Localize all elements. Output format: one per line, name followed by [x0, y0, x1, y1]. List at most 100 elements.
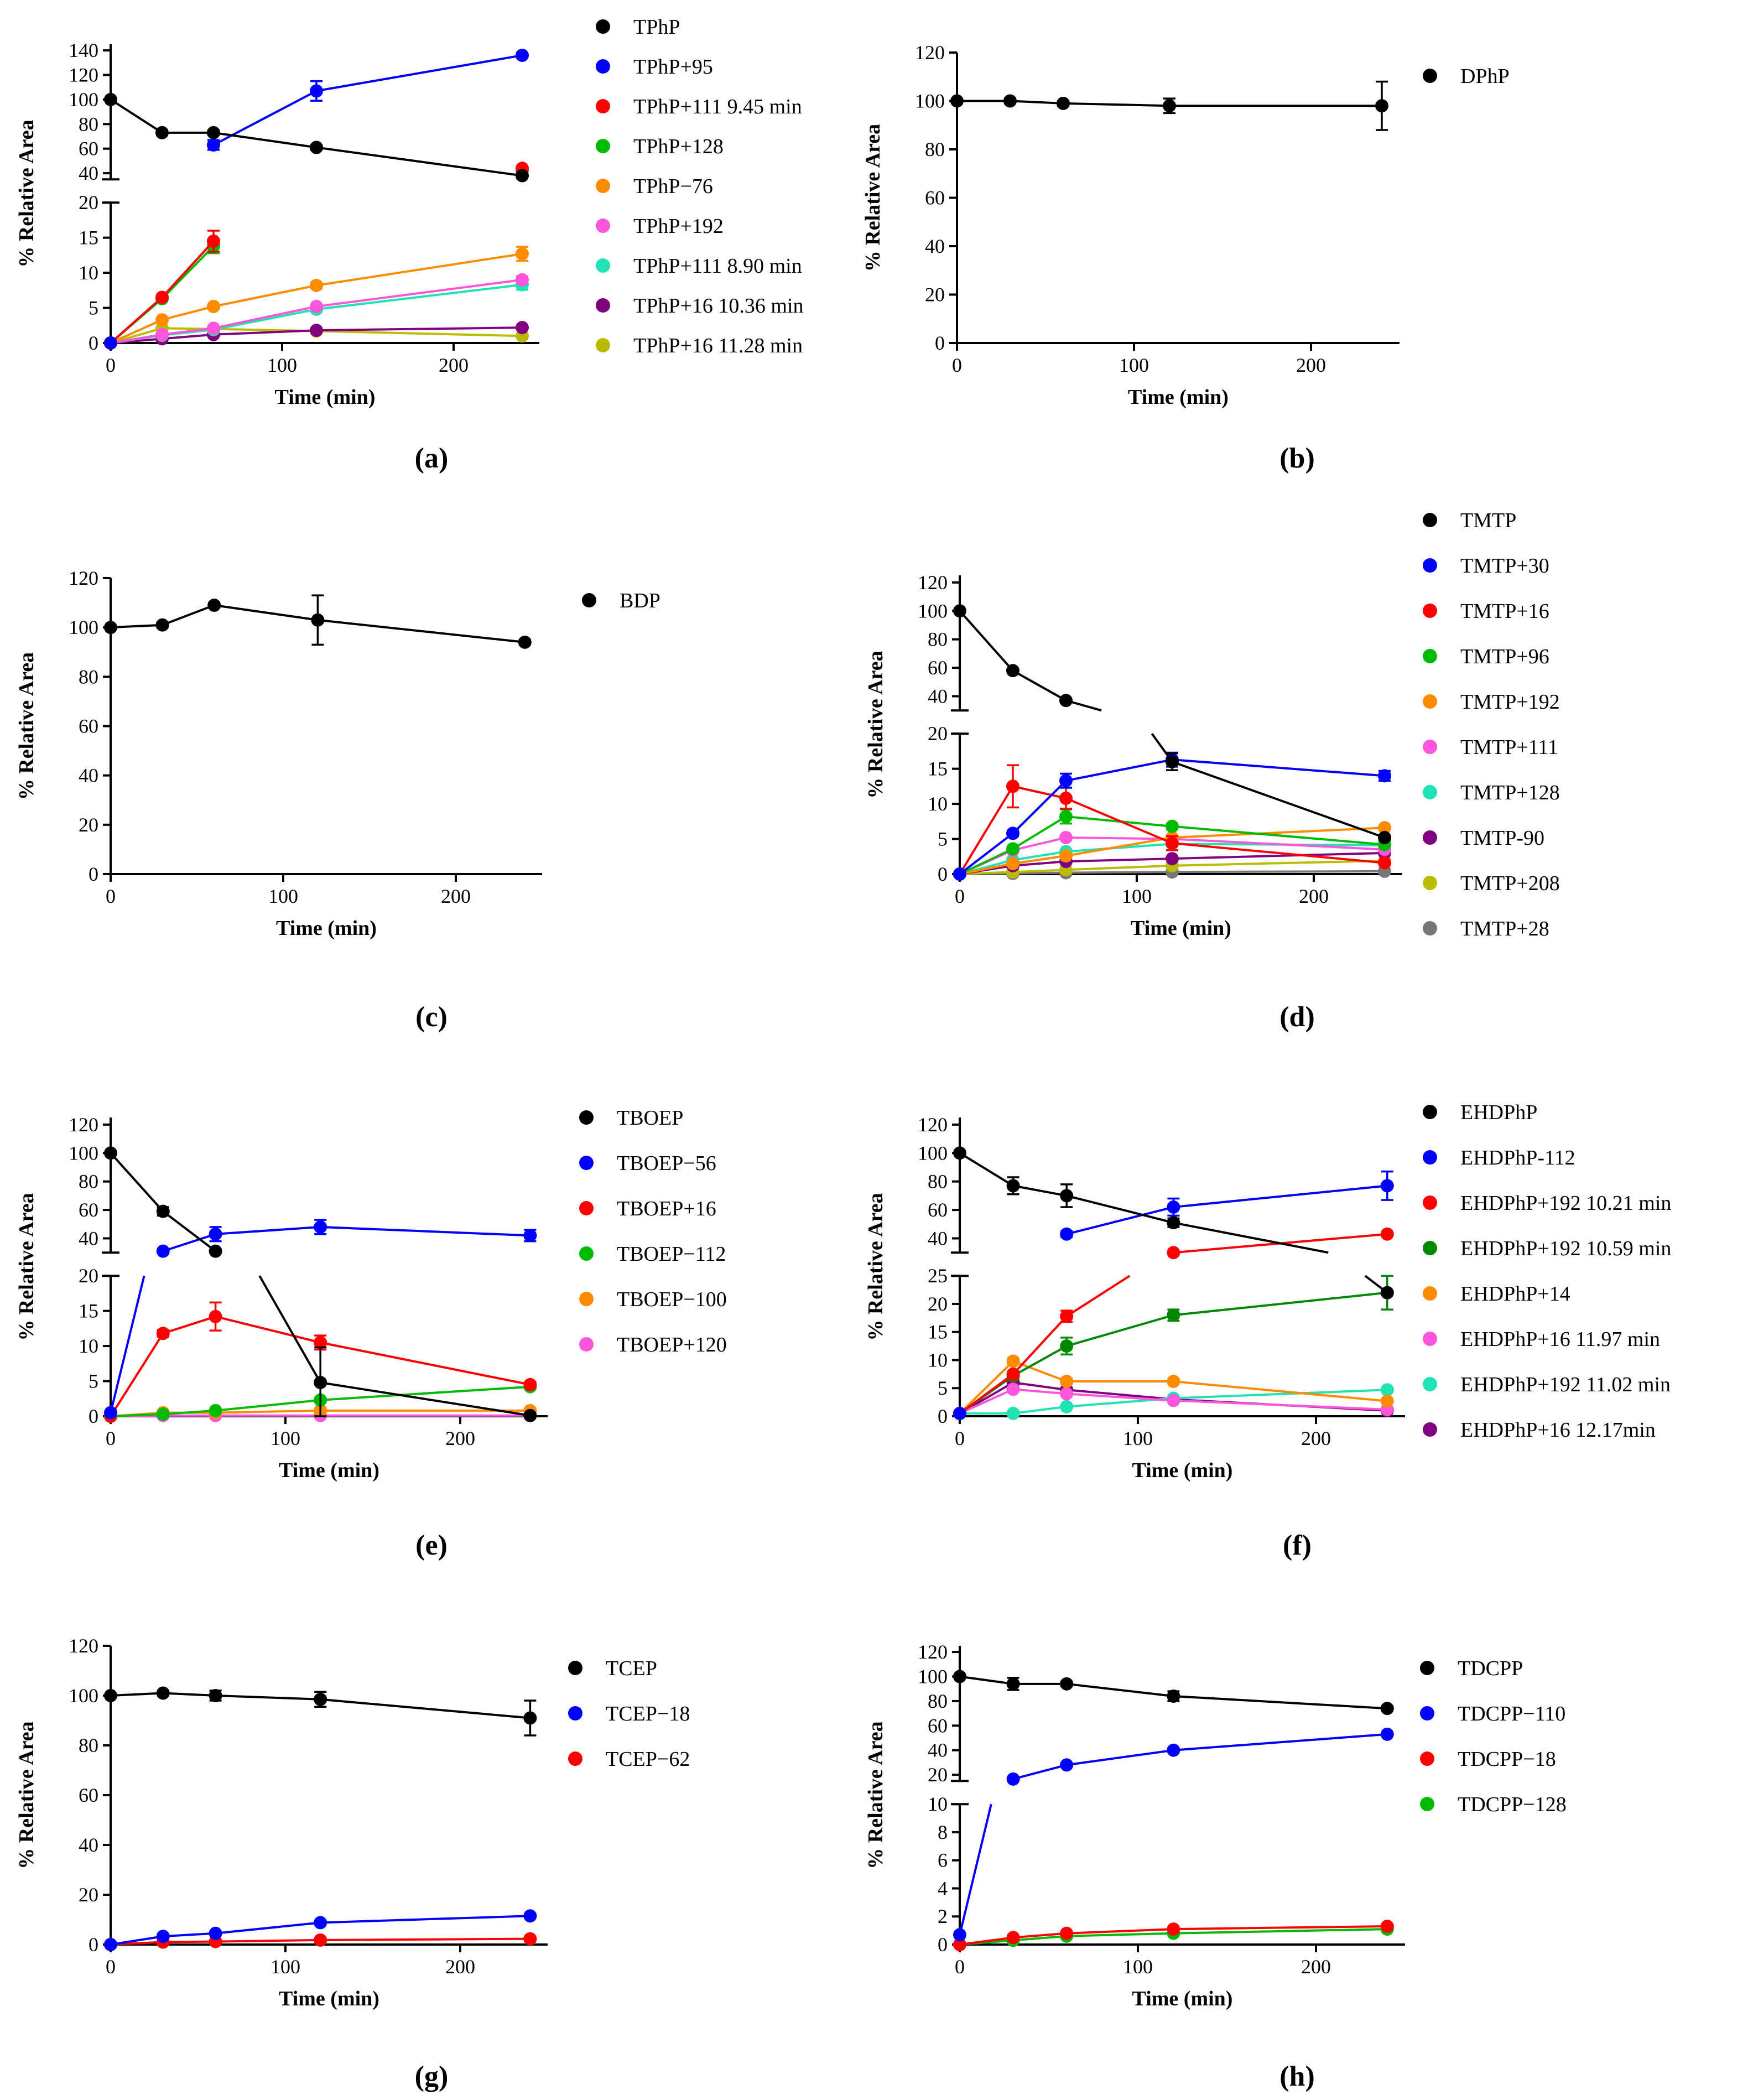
data-point	[1375, 99, 1388, 113]
series-line-segment	[320, 1385, 530, 1401]
legend-entry: TPhP+111 8.90 min	[633, 254, 802, 278]
series-line-segment	[320, 1698, 530, 1719]
series-line-segment	[316, 278, 523, 308]
series-line-segment	[1173, 1399, 1387, 1411]
series-f-1	[953, 1170, 1394, 1420]
legend-marker	[1423, 921, 1437, 935]
y-tick-label: 80	[79, 113, 98, 135]
data-point	[156, 1244, 170, 1258]
series-e-2	[104, 1301, 537, 1423]
y-tick-label: 80	[925, 138, 945, 160]
data-point	[1057, 96, 1070, 110]
series-line-segment	[163, 1409, 216, 1416]
y-tick-label: 10	[928, 1349, 948, 1371]
legend-entry: TMTP+111	[1460, 736, 1558, 759]
y-tick-label: 10	[79, 262, 98, 284]
series-line-segment	[959, 610, 1014, 672]
y-tick-label: 20	[928, 1293, 948, 1315]
series-line-segment	[215, 1399, 321, 1412]
series-line-segment	[213, 329, 317, 336]
y-tick-label: 0	[89, 332, 98, 354]
y-tick-label: 80	[928, 1690, 948, 1712]
y-axis-label: % Relative Area	[15, 1193, 38, 1340]
series-line-segment	[1012, 669, 1067, 701]
panel-label: (d)	[1279, 1001, 1315, 1033]
data-point	[953, 1670, 966, 1683]
panel-label: (f)	[1283, 1530, 1312, 1561]
legend-entry: TBOEP−112	[617, 1243, 726, 1266]
data-point	[523, 1408, 537, 1422]
legend-entry: BDP	[620, 589, 660, 612]
panel-e: 0 5 10 15 20 40 60 80 100 120 0 100 200 Time (min) % R…	[15, 1106, 727, 1561]
panel-f: 0 5 10 15 20 25 40 60 80 100 120 0 100 200 Time (min)%…	[864, 1101, 1671, 1561]
series-line-segment	[959, 1675, 1013, 1685]
y-tick-label: 20	[79, 191, 98, 214]
series-line-segment	[1173, 1291, 1388, 1317]
series-line-segment	[1172, 870, 1385, 874]
data-point	[523, 1378, 537, 1391]
x-tick-label: 100	[1119, 354, 1149, 376]
data-point	[1380, 1920, 1394, 1933]
data-point	[104, 92, 117, 106]
data-point	[953, 1938, 966, 1951]
legend-entry: TMTP+128	[1460, 781, 1560, 804]
series-line-segment	[1065, 758, 1173, 782]
series-line-segment	[318, 618, 526, 643]
legend-marker	[596, 179, 610, 193]
x-tick-label: 0	[106, 354, 116, 376]
series-line-segment	[1013, 1405, 1067, 1415]
series-line-segment	[1172, 859, 1385, 867]
data-point	[950, 94, 964, 108]
data-point	[314, 1376, 327, 1390]
series-line-segment	[1173, 1733, 1387, 1751]
data-point	[1166, 819, 1179, 833]
data-point	[1167, 1200, 1180, 1214]
series-line-segment	[320, 1915, 530, 1924]
data-point	[1378, 769, 1391, 783]
legend-marker	[1423, 694, 1437, 709]
series-line-segment	[1063, 102, 1170, 107]
legend-f: EHDPhP EHDPhP-112 EHDPhP+192 10.21 min EHDP…	[1423, 1101, 1671, 1442]
data-point	[1060, 1227, 1074, 1241]
data-point	[1006, 856, 1019, 870]
y-tick-label: 120	[69, 567, 98, 589]
series-line-segment	[959, 862, 1013, 875]
y-tick-label: 20	[79, 1265, 98, 1287]
y-tick-label: 60	[79, 1784, 98, 1806]
data-point	[1003, 94, 1017, 108]
y-tick-label: 40	[928, 1227, 948, 1249]
x-axis-label: Time (min)	[275, 386, 376, 409]
series-line-segment	[215, 1409, 321, 1414]
data-point	[314, 1335, 327, 1349]
panel-b: 0 20 40 60 80 100 120 0 100 200 Time (min) % Relati…	[861, 41, 1510, 474]
series-line-segment	[1173, 1221, 1329, 1254]
legend-marker	[1423, 830, 1437, 845]
series-line-segment	[1013, 1764, 1067, 1780]
series-line-segment	[213, 131, 317, 149]
y-tick-label: 8	[938, 1821, 948, 1843]
data-point	[1380, 1727, 1394, 1741]
series-line-segment	[320, 1341, 530, 1386]
x-axis-label: Time (min)	[1128, 386, 1229, 409]
y-tick-label: 100	[69, 616, 98, 638]
series-line-segment	[215, 1694, 321, 1701]
axes-g	[110, 1646, 548, 1946]
data-point	[523, 1932, 537, 1946]
axes-e	[102, 1117, 548, 1417]
series-line-segment	[959, 848, 1013, 875]
data-point	[1163, 99, 1176, 113]
data-point	[1380, 1286, 1394, 1299]
data-point	[516, 321, 529, 335]
legend-marker	[1423, 69, 1437, 83]
data-point	[209, 1309, 222, 1323]
legend-entry: TBOEP+16	[617, 1197, 716, 1220]
x-tick-label: 100	[1122, 885, 1152, 907]
series-line-segment	[316, 283, 523, 311]
y-tick-label: 40	[928, 1739, 948, 1761]
y-tick-label: 40	[79, 1834, 98, 1856]
data-point	[310, 84, 323, 98]
data-point	[1380, 1702, 1394, 1716]
data-point	[1006, 1931, 1020, 1945]
series-line-segment	[316, 326, 523, 332]
